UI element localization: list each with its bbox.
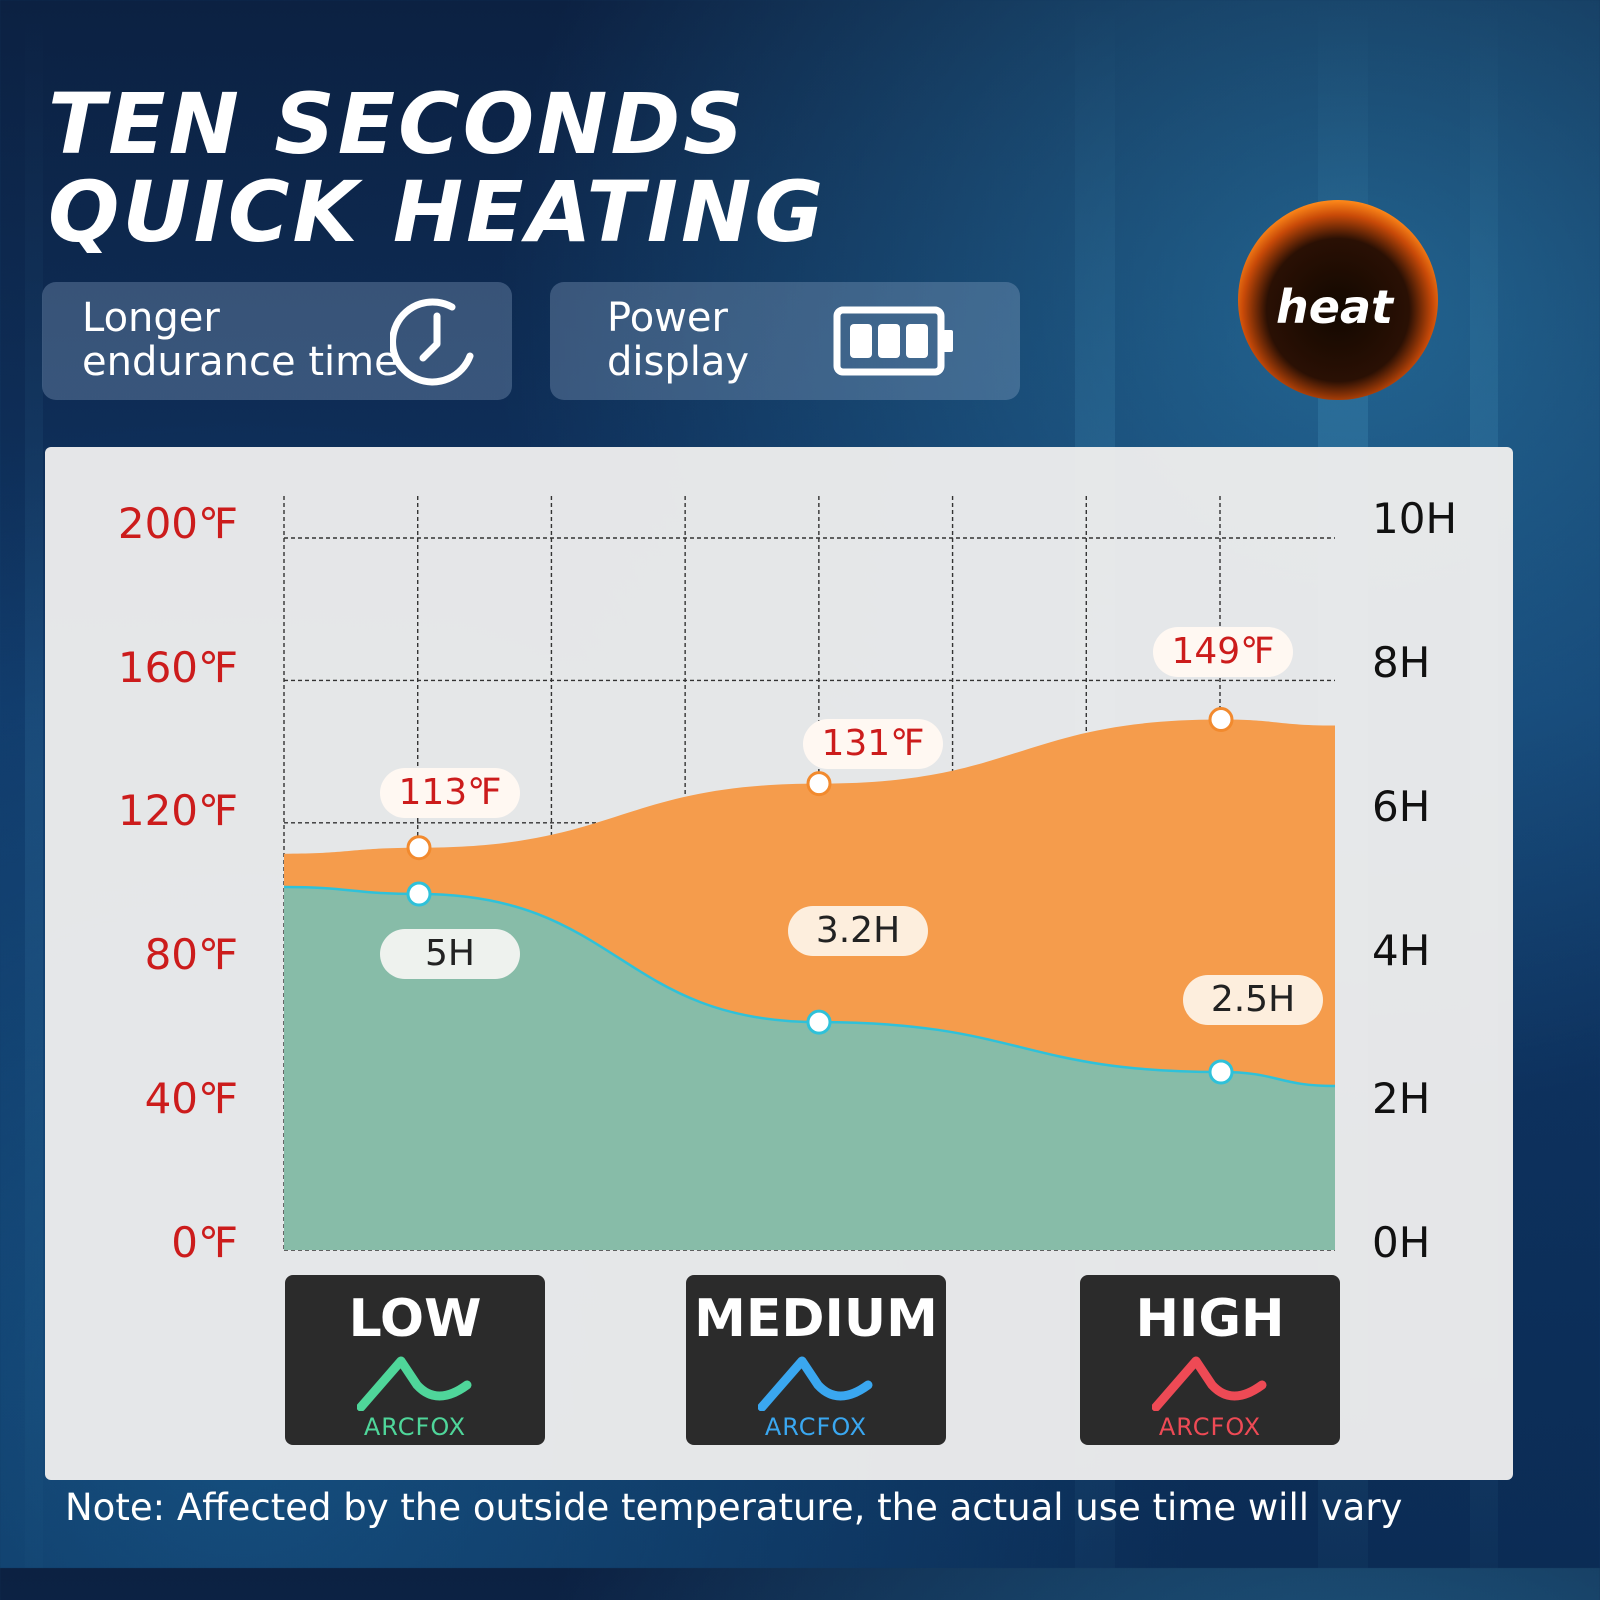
arcfox-logo-icon [758, 1356, 873, 1411]
chart-plot [283, 496, 1336, 1251]
y-right-tick: 0H [1372, 1218, 1431, 1267]
temperature-point [1208, 707, 1234, 733]
level-high-brand: ARCFOX [1158, 1413, 1262, 1441]
endurance-label-low: 5H [380, 929, 520, 979]
y-left-tick: 200℉ [117, 499, 238, 548]
y-left-tick: 160℉ [117, 643, 238, 692]
level-medium-box: MEDIUM ARCFOX [686, 1275, 946, 1445]
heat-badge-label: heat [1276, 280, 1393, 334]
clock-icon [390, 298, 474, 386]
temperature-point [806, 771, 832, 797]
temperature-label-medium: 131℉ [803, 719, 943, 769]
feature-endurance: Longer endurance time [42, 282, 512, 400]
feature-endurance-line1: Longer [82, 295, 220, 341]
title-line-2: QUICK HEATING [48, 163, 827, 261]
endurance-area [284, 887, 1335, 1250]
feature-power: Power display [550, 282, 1020, 400]
y-left-tick: 0℉ [171, 1218, 238, 1267]
endurance-point [406, 881, 432, 907]
footnote: Note: Affected by the outside temperatur… [65, 1486, 1403, 1529]
arcfox-logo-icon [1152, 1356, 1267, 1411]
arcfox-logo-icon [357, 1356, 472, 1411]
y-left-tick: 40℉ [144, 1074, 238, 1123]
y-right-tick: 2H [1372, 1074, 1431, 1123]
light-beam [25, 0, 43, 1568]
y-left-tick: 120℉ [117, 786, 238, 835]
endurance-label-medium: 3.2H [788, 906, 928, 956]
endurance-label-high: 2.5H [1183, 975, 1323, 1025]
feature-power-line1: Power [607, 295, 728, 341]
level-low-box: LOW ARCFOX [285, 1275, 545, 1445]
level-medium-brand: ARCFOX [764, 1413, 868, 1441]
feature-power-line2: display [607, 339, 750, 385]
y-right-tick: 8H [1372, 638, 1431, 687]
level-high-name: HIGH [1135, 1289, 1285, 1349]
endurance-point [1208, 1059, 1234, 1085]
level-low-brand: ARCFOX [363, 1413, 467, 1441]
level-medium-name: MEDIUM [694, 1289, 938, 1349]
battery-icon [833, 306, 953, 376]
y-right-tick: 10H [1372, 494, 1458, 543]
temperature-point [406, 835, 432, 861]
temperature-label-high: 149℉ [1153, 627, 1293, 677]
y-left-tick: 80℉ [144, 930, 238, 979]
fire-icon [1238, 200, 1438, 400]
level-low-name: LOW [348, 1289, 482, 1349]
temperature-label-low: 113℉ [380, 768, 520, 818]
y-right-tick: 4H [1372, 926, 1431, 975]
y-right-tick: 6H [1372, 782, 1431, 831]
level-high-box: HIGH ARCFOX [1080, 1275, 1340, 1445]
title-line-1: TEN SECONDS [48, 75, 747, 173]
endurance-point [806, 1009, 832, 1035]
feature-endurance-line2: endurance time [82, 339, 399, 385]
